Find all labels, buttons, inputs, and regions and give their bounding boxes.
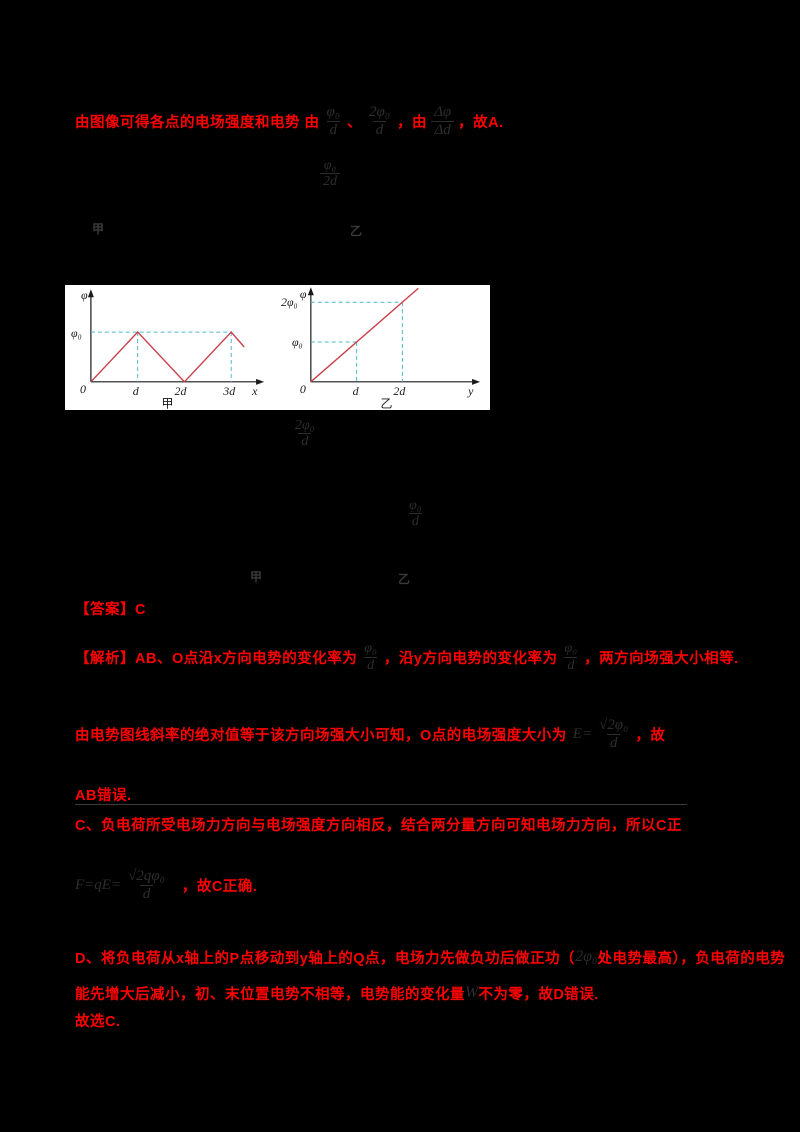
analysis-row-a: 【解析】AB、O点沿x方向电势的变化率为 φ₀ d ，沿y方向电势的变化率为 φ… <box>75 630 739 684</box>
mid-formula: 2φ₀ d <box>292 418 318 450</box>
figure-caption-top-left: 甲 <box>92 222 105 236</box>
final-answer-line: 故选C. <box>75 1014 121 1030</box>
denominator: d <box>408 513 422 529</box>
denominator: d <box>606 733 621 752</box>
numerator: φ₀ <box>564 641 578 657</box>
analysis-row-d: C、负电荷所受电场力方向与电场强度方向相反，结合两分量方向可知电场力方向，所以C… <box>75 818 682 834</box>
phi-y-graph: φ 2φ₀ φ₀ 0 d 2d y 乙 <box>281 287 481 410</box>
phi-axis-label: φ <box>81 288 88 302</box>
analysis-e-text: ，故C正确. <box>181 878 258 895</box>
numerator: √2φ₀ <box>599 717 629 733</box>
analysis-row-c: AB错误. <box>75 788 132 804</box>
analysis-g-text-1: 能先增大后减小，初、末位置电势不相等，电势能的变化量 <box>75 986 465 1003</box>
analysis-a-text-1: 【解析】AB、O点沿x方向电势的变化率为 <box>75 650 358 667</box>
origin-label: 0 <box>300 382 306 396</box>
analysis-row-b: 由电势图线斜率的绝对值等于该方向场强大小可知，O点的电场强度大小为 E= √2φ… <box>75 704 665 764</box>
analysis-f-text-1: D、将负电荷从x轴上的P点移动到y轴上的Q点，电场力先做负功后做正功（ <box>75 950 576 967</box>
intro-formula-3: Δφ Δd <box>431 104 454 138</box>
denominator: d <box>364 656 378 673</box>
phi-axis-label: φ <box>300 287 307 301</box>
graphs-panel: φ φ₀ 0 d 2d 3d x 甲 φ 2φ₀ φ₀ 0 d 2d <box>65 285 490 410</box>
analysis-e-formula-pre: F=qE= <box>75 876 122 893</box>
intro-formula-1: φ₀ d <box>324 104 344 138</box>
figure-caption-mid-right: 乙 <box>398 572 411 586</box>
numerator: φ₀ <box>409 498 422 513</box>
denominator: 2d <box>320 173 340 189</box>
2phi0-label: 2φ₀ <box>281 295 298 309</box>
x-axis-label: x <box>251 384 258 398</box>
numerator: φ₀ <box>364 641 377 657</box>
intro-text-2: ，由 <box>397 114 428 131</box>
tick-2d: 2d <box>393 384 405 398</box>
figure-caption-top-right: 乙 <box>350 224 363 238</box>
figure-caption-mid-left: 甲 <box>250 570 263 584</box>
y-axis-label: y <box>467 384 474 398</box>
phi0-label: φ₀ <box>71 326 82 340</box>
analysis-e-formula: √2qφ₀ d <box>125 868 168 902</box>
intro-text-1: 由图像可得各点的电场强度和电势 由 <box>75 114 320 131</box>
numerator: φ₀ <box>323 158 337 173</box>
analysis-row-e: F=qE= √2qφ₀ d ，故C正确. <box>75 856 257 914</box>
tick-3d: 3d <box>222 384 235 398</box>
analysis-g-text-2: 不为零，故D错误. <box>478 986 599 1003</box>
intro-formula-2: 2φ₀ d <box>366 104 393 138</box>
phi-x-graph: φ φ₀ 0 d 2d 3d x 甲 <box>71 288 265 410</box>
analysis-row-f: D、将负电荷从x轴上的P点移动到y轴上的Q点，电场力先做负功后做正功（ 2φ₀ … <box>75 942 785 972</box>
tick-2d: 2d <box>174 384 186 398</box>
denominator: d <box>326 120 341 139</box>
analysis-f-symbol: 2φ₀ <box>575 948 598 965</box>
analysis-a-formula-1: φ₀ d <box>361 641 380 673</box>
answer-line: 【答案】C <box>75 602 146 618</box>
y-axis-arrow-icon <box>87 289 94 298</box>
divider-line <box>75 804 687 805</box>
x-axis-arrow-icon <box>472 378 481 385</box>
tick-d: d <box>133 384 139 398</box>
intro-text-3: ，故A. <box>458 114 504 131</box>
right-graph-caption: 乙 <box>381 397 393 410</box>
intro-small-formula: φ₀ 2d <box>320 158 340 190</box>
analysis-row-g: 能先增大后减小，初、末位置电势不相等，电势能的变化量 W 不为零，故D错误. <box>75 978 599 1008</box>
analysis-b-formula: √2φ₀ d <box>596 717 631 751</box>
numerator: Δφ <box>434 104 452 120</box>
analysis-g-symbol: W <box>465 984 479 1001</box>
denominator: d <box>564 656 578 673</box>
origin-label: 0 <box>80 382 86 396</box>
analysis-a-text-2: ，沿y方向电势的变化率为 <box>383 650 558 667</box>
analysis-a-text-3: ，两方向场强大小相等. <box>584 650 739 667</box>
denominator: d <box>372 120 387 139</box>
analysis-f-text-2: 处电势最高），负电荷的电势 <box>597 950 786 967</box>
analysis-b-text-1: 由电势图线斜率的绝对值等于该方向场强大小可知，O点的电场强度大小为 <box>75 727 567 744</box>
phi-y-curve <box>310 287 419 383</box>
denominator: d <box>139 884 154 903</box>
intro-separator: 、 <box>347 114 363 131</box>
analysis-a-formula-2: φ₀ d <box>562 641 581 673</box>
left-graph-caption: 甲 <box>162 397 174 410</box>
phi-x-curve <box>90 331 245 383</box>
analysis-b-formula-pre: E= <box>572 725 593 742</box>
numerator: 2φ₀ <box>295 418 315 433</box>
numerator: √2qφ₀ <box>128 868 165 884</box>
y-axis-arrow-icon <box>307 287 314 296</box>
tick-d: d <box>353 384 359 398</box>
denominator: Δd <box>431 120 454 139</box>
intro-line: 由图像可得各点的电场强度和电势 由 φ₀ d 、 2φ₀ d ，由 Δφ Δd … <box>75 92 504 150</box>
phi0-label: φ₀ <box>292 335 303 349</box>
denominator: d <box>298 433 312 449</box>
numerator: 2φ₀ <box>369 104 391 120</box>
analysis-b-text-2: ，故 <box>635 727 666 744</box>
lower-formula: φ₀ d <box>406 498 425 530</box>
numerator: φ₀ <box>326 104 341 120</box>
x-axis-arrow-icon <box>256 378 265 385</box>
